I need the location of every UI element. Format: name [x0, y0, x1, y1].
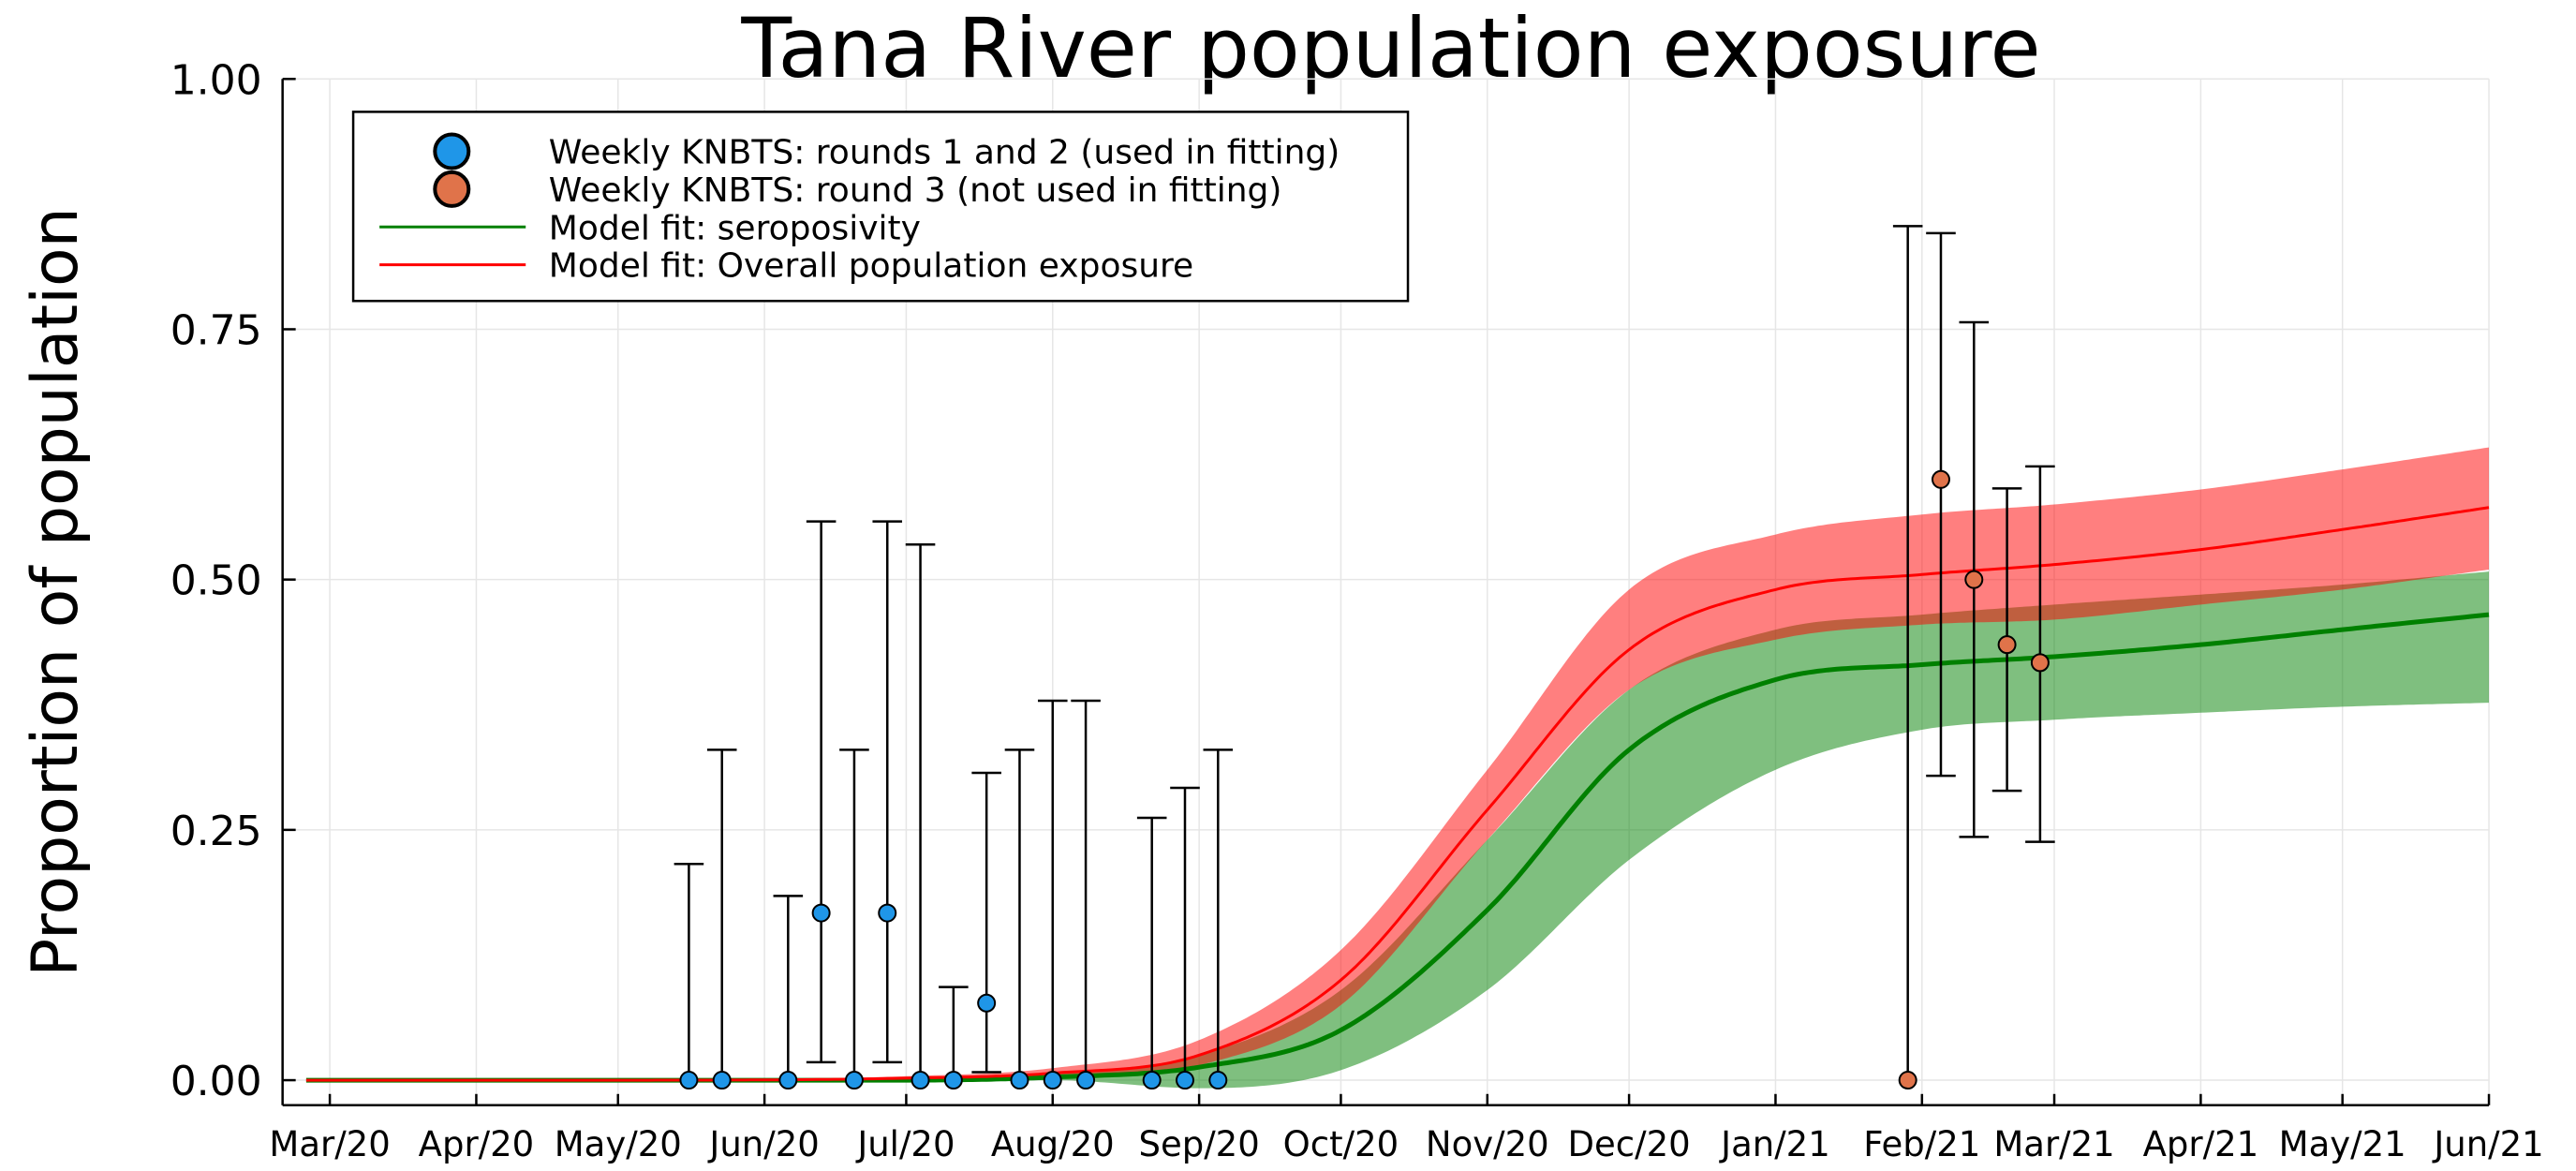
- data-point: [1208, 1071, 1228, 1090]
- data-point: [712, 1071, 732, 1090]
- data-points: [679, 469, 2050, 1090]
- data-point: [1931, 469, 1950, 489]
- y-tick-label: 1.00: [170, 56, 262, 104]
- x-tick-label: Feb/21: [1863, 1124, 1980, 1164]
- legend-label: Weekly KNBTS: round 3 (not used in fitti…: [549, 171, 1282, 210]
- y-tick-label: 0.00: [170, 1058, 262, 1105]
- model-band-exposure: [305, 447, 2490, 1081]
- x-tick-label: May/21: [2279, 1124, 2406, 1164]
- legend-label: Weekly KNBTS: rounds 1 and 2 (used in fi…: [549, 134, 1340, 172]
- x-tick-label: Apr/20: [419, 1124, 535, 1164]
- data-point: [679, 1071, 699, 1090]
- axes: 0.00 0.25 0.50 0.75 1.00 Mar/20 Apr/20 May/20 Ju…: [170, 56, 2544, 1164]
- data-point: [1010, 1071, 1029, 1090]
- data-point: [1043, 1071, 1062, 1090]
- model-lines: [305, 506, 2490, 1083]
- x-tick-label: Jan/21: [1719, 1124, 1830, 1164]
- data-point: [977, 993, 997, 1013]
- data-point: [943, 1071, 963, 1090]
- x-tick-label: Jun/21: [2432, 1124, 2543, 1164]
- x-tick-label: Sep/20: [1138, 1124, 1259, 1164]
- x-tick-label: May/20: [555, 1124, 682, 1164]
- legend: Weekly KNBTS: rounds 1 and 2 (used in fi…: [351, 111, 1410, 303]
- x-tick-label: Nov/20: [1426, 1124, 1549, 1164]
- legend-label: Model fit: Overall population exposure: [549, 247, 1193, 286]
- legend-marker: [433, 132, 471, 170]
- x-tick-label: Mar/20: [269, 1124, 390, 1164]
- data-point: [778, 1071, 798, 1090]
- data-point: [878, 903, 897, 923]
- x-tick-label: Mar/21: [1993, 1124, 2114, 1164]
- legend-marker: [433, 170, 471, 208]
- data-point: [1076, 1071, 1096, 1090]
- model-band-seroposivity: [305, 571, 2490, 1089]
- y-axis-label: Proportion of population: [19, 207, 93, 976]
- chart-title: Tana River population exposure: [741, 0, 2041, 96]
- x-tick-label: Apr/21: [2143, 1124, 2259, 1164]
- x-tick-label: Dec/20: [1568, 1124, 1691, 1164]
- data-point: [2030, 653, 2050, 673]
- data-point: [1964, 570, 1984, 589]
- data-point: [910, 1071, 930, 1090]
- error-bars: [674, 225, 2055, 1081]
- model-line-exposure: [305, 506, 2490, 1082]
- x-tick-label: Jun/20: [707, 1124, 819, 1164]
- legend-label: Model fit: seroposivity: [549, 209, 921, 247]
- data-point: [1142, 1071, 1162, 1090]
- x-tick-label: Jul/20: [855, 1124, 955, 1164]
- x-tick-label: Aug/20: [991, 1124, 1115, 1164]
- data-point: [844, 1071, 864, 1090]
- x-tick-label: Oct/20: [1283, 1124, 1399, 1164]
- data-point: [1898, 1071, 1917, 1090]
- data-point: [811, 903, 831, 923]
- confidence-bands: [305, 447, 2490, 1089]
- y-tick-label: 0.25: [170, 808, 262, 855]
- data-point: [1175, 1071, 1194, 1090]
- y-tick-label: 0.50: [170, 557, 262, 605]
- y-tick-label: 0.75: [170, 306, 262, 354]
- legend-box: [351, 111, 1410, 303]
- data-point: [1997, 635, 2017, 655]
